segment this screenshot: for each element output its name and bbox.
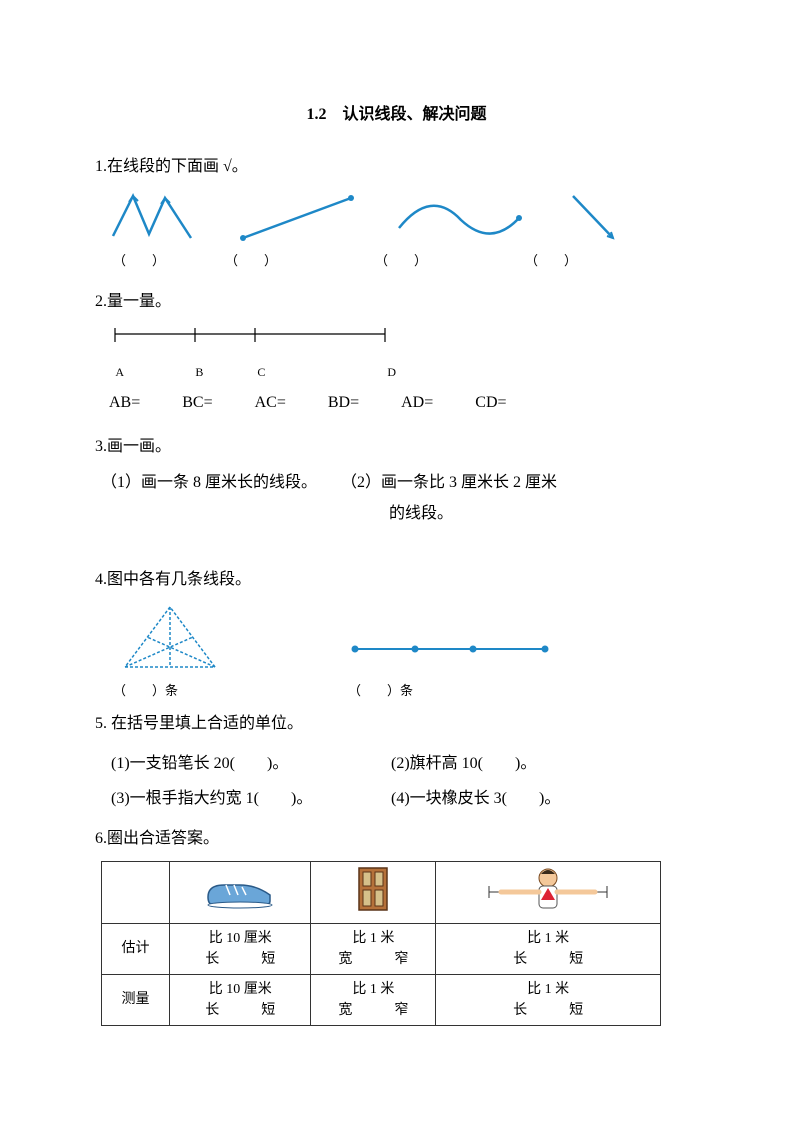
q1-shape-w <box>105 188 205 248</box>
q2-ac: AC= <box>255 394 286 412</box>
worksheet-page: 1.2 认识线段、解决问题 1.在线段的下面画 √。 <box>0 0 793 1122</box>
q6-r1c3: 比 1 米 长 短 <box>436 923 661 974</box>
q6-blank-header <box>102 861 170 923</box>
q6-prompt: 6.圈出合适答案。 <box>95 824 698 854</box>
q1-shape-slash <box>559 188 639 248</box>
q6-r1c1: 比 10 厘米 长 短 <box>170 923 311 974</box>
q3-sub: （1）画一条 8 厘米长的线段。 （2）画一条比 3 厘米长 2 厘米 的线段。 <box>95 468 698 529</box>
q1-paren-4: （ ） <box>525 250 577 269</box>
q1-paren-2: （ ） <box>225 250 375 269</box>
q5-item2: (2)旗杆高 10( )。 <box>391 746 671 781</box>
q3-sub1: （1）画一条 8 厘米长的线段。 <box>101 468 341 529</box>
q6-row2-label: 测量 <box>102 974 170 1025</box>
q2-ad: AD= <box>401 394 433 412</box>
q6-img-child <box>436 861 661 923</box>
q2-cd: CD= <box>475 394 506 412</box>
q6-r1c2: 比 1 米 宽 窄 <box>311 923 436 974</box>
q2-ab: AB= <box>109 394 140 412</box>
q1-shape-wave <box>391 188 531 248</box>
child-arms-icon <box>483 864 613 921</box>
q1-paren-row: （ ） （ ） （ ） （ ） <box>95 250 698 269</box>
q1-paren-3: （ ） <box>375 250 525 269</box>
q2-blanks: AB= BC= AC= BD= AD= CD= <box>95 394 698 412</box>
shoe-icon <box>200 867 280 918</box>
q4-line-dots <box>345 601 565 680</box>
q5-item3: (3)一根手指大约宽 1( )。 <box>111 781 391 816</box>
q2-label-a: A <box>115 365 123 379</box>
q6-r2c2: 比 1 米 宽 窄 <box>311 974 436 1025</box>
q5-item1: (1)一支铅笔长 20( )。 <box>111 746 391 781</box>
q1-prompt: 1.在线段的下面画 √。 <box>95 152 698 182</box>
q3-sub2a: （2）画一条比 3 厘米长 2 厘米 <box>341 468 601 498</box>
q2-bc: BC= <box>182 394 212 412</box>
page-title: 1.2 认识线段、解决问题 <box>95 100 698 124</box>
q5-item4: (4)一块橡皮长 3( )。 <box>391 781 671 816</box>
q1-shape-line <box>233 188 363 248</box>
q5-items: (1)一支铅笔长 20( )。 (2)旗杆高 10( )。 (3)一根手指大约宽… <box>95 746 698 816</box>
q2-ruler <box>95 326 698 357</box>
q6-row1-label: 估计 <box>102 923 170 974</box>
q1-shapes <box>95 188 698 248</box>
door-icon <box>351 864 395 921</box>
q3-sub2b: 的线段。 <box>341 499 601 529</box>
q2-prompt: 2.量一量。 <box>95 287 698 317</box>
q6-r2c1: 比 10 厘米 长 短 <box>170 974 311 1025</box>
q1-paren-1: （ ） <box>113 250 225 269</box>
q6-img-shoe <box>170 861 311 923</box>
q3-prompt: 3.画一画。 <box>95 432 698 462</box>
q6-table: 估计 比 10 厘米 长 短 比 1 米 宽 窄 比 1 米 长 短 测量 比 … <box>101 861 661 1026</box>
q4-triangle <box>115 601 225 680</box>
q2-label-d: D <box>387 365 396 379</box>
q2-label-b: B <box>195 365 203 379</box>
q4-cap2: （ ）条 <box>348 680 413 699</box>
q4-cap1: （ ）条 <box>113 680 178 699</box>
q6-r2c3: 比 1 米 长 短 <box>436 974 661 1025</box>
q2-bd: BD= <box>328 394 359 412</box>
q2-label-c: C <box>257 365 265 379</box>
q4-prompt: 4.图中各有几条线段。 <box>95 565 698 595</box>
q4-captions: （ ）条 （ ）条 <box>95 680 698 699</box>
q2-ruler-labels: A B C D <box>95 365 698 380</box>
q4-figures <box>95 601 698 680</box>
q5-prompt: 5. 在括号里填上合适的单位。 <box>95 709 698 739</box>
q6-img-door <box>311 861 436 923</box>
